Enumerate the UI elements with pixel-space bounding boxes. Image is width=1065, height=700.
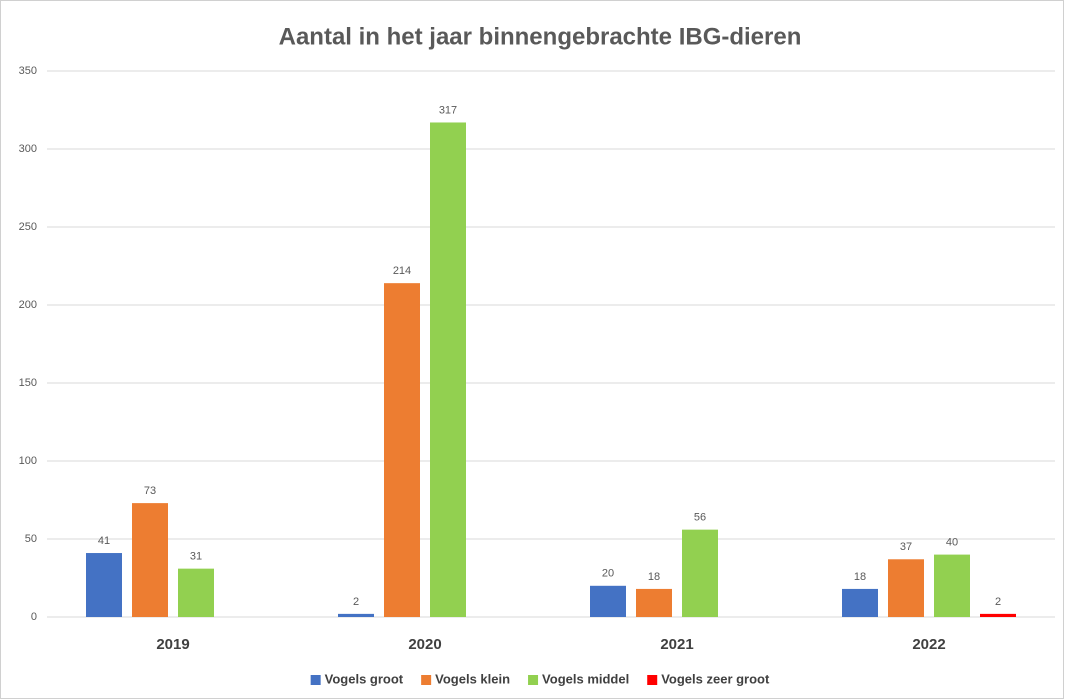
data-label: 73 [144,485,156,497]
data-label: 18 [854,571,866,583]
data-label: 2 [353,596,359,608]
data-label: 31 [190,551,202,563]
legend-swatch [528,675,539,685]
bar [888,559,924,617]
bar [430,122,466,617]
y-tick-label: 350 [19,65,37,77]
bar [636,588,672,617]
y-tick-label: 300 [19,143,37,155]
x-tick-label: 2021 [660,636,693,653]
bar [682,529,718,617]
legend-label: Vogels middel [542,671,629,686]
data-label: 20 [602,568,614,580]
data-label: 317 [439,104,457,116]
x-tick-label: 2022 [912,636,945,653]
legend-swatch [310,675,321,685]
bar [86,553,122,617]
data-label: 41 [98,535,110,547]
y-tick-label: 150 [19,377,37,389]
data-label: 56 [694,512,706,524]
chart-title: Aantal in het jaar binnengebrachte IBG-d… [279,23,802,50]
y-tick-label: 0 [31,611,37,623]
data-label: 40 [946,537,958,549]
bar [178,568,214,617]
legend-swatch [647,675,658,685]
y-tick-label: 250 [19,221,37,233]
bar [934,554,970,617]
x-tick-label: 2020 [408,636,441,653]
legend-label: Vogels klein [435,671,510,686]
data-label: 214 [393,265,411,277]
legend-label: Vogels zeer groot [661,671,770,686]
data-label: 37 [900,541,912,553]
y-tick-label: 200 [19,299,37,311]
data-label: 18 [648,571,660,583]
y-tick-label: 50 [25,533,37,545]
bar [842,588,878,617]
bar [980,613,1016,617]
bar [384,283,420,617]
y-tick-label: 100 [19,455,37,467]
bar [590,585,626,617]
bar [132,503,168,617]
bar [338,613,374,617]
x-tick-label: 2019 [156,636,189,653]
legend-label: Vogels groot [325,671,404,686]
legend-swatch [421,675,432,685]
data-label: 2 [995,596,1001,608]
